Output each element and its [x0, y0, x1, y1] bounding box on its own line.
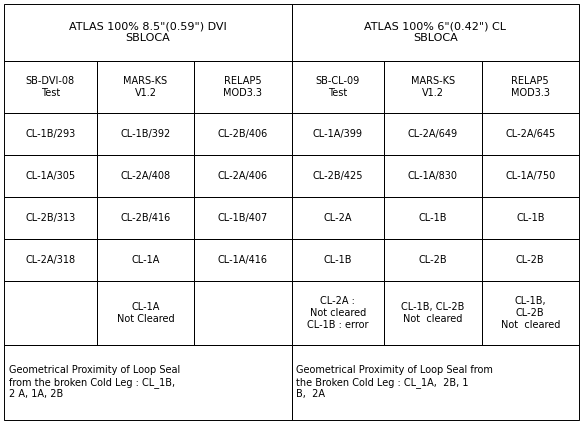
Bar [97, 155, 194, 197]
Bar [292, 155, 384, 197]
Text: Geometrical Proximity of Loop Seal from
the Broken Cold Leg : CL_1A,  2B, 1
B,  : Geometrical Proximity of Loop Seal from … [297, 365, 493, 399]
Bar [194, 155, 292, 197]
Text: CL-2A/649: CL-2A/649 [408, 128, 458, 139]
Text: CL-1B, CL-2B
Not  cleared: CL-1B, CL-2B Not cleared [401, 302, 465, 324]
Bar [4, 239, 97, 282]
Text: CL-2A/318: CL-2A/318 [25, 255, 75, 265]
Bar [292, 345, 579, 420]
Text: CL-2B: CL-2B [419, 255, 447, 265]
Bar [97, 61, 194, 112]
Bar [4, 4, 292, 61]
Text: CL-2B/406: CL-2B/406 [217, 128, 268, 139]
Bar [384, 197, 482, 239]
Bar [384, 282, 482, 345]
Text: CL-2A/408: CL-2A/408 [120, 171, 170, 181]
Text: SB-CL-09
Test: SB-CL-09 Test [316, 76, 360, 98]
Bar [292, 197, 384, 239]
Text: RELAP5
MOD3.3: RELAP5 MOD3.3 [223, 76, 262, 98]
Bar [384, 61, 482, 112]
Bar [194, 112, 292, 155]
Text: CL-1B/392: CL-1B/392 [120, 128, 171, 139]
Bar [4, 155, 97, 197]
Bar [482, 239, 579, 282]
Bar [482, 197, 579, 239]
Text: CL-1B: CL-1B [324, 255, 352, 265]
Text: CL-1A: CL-1A [131, 255, 160, 265]
Text: MARS-KS
V1.2: MARS-KS V1.2 [411, 76, 455, 98]
Text: CL-1A/399: CL-1A/399 [313, 128, 363, 139]
Bar [292, 61, 384, 112]
Text: CL-2A :
Not cleared
CL-1B : error: CL-2A : Not cleared CL-1B : error [307, 296, 368, 329]
Text: SB-DVI-08
Test: SB-DVI-08 Test [26, 76, 75, 98]
Text: ATLAS 100% 6"(0.42") CL
SBLOCA: ATLAS 100% 6"(0.42") CL SBLOCA [364, 22, 506, 43]
Bar [482, 61, 579, 112]
Text: CL-1B/293: CL-1B/293 [25, 128, 75, 139]
Text: CL-2B/425: CL-2B/425 [312, 171, 363, 181]
Text: CL-2B/416: CL-2B/416 [120, 213, 171, 223]
Bar [292, 112, 384, 155]
Text: CL-2B: CL-2B [516, 255, 545, 265]
Bar [97, 197, 194, 239]
Bar [4, 197, 97, 239]
Text: CL-1A/305: CL-1A/305 [25, 171, 75, 181]
Bar [97, 112, 194, 155]
Text: CL-2A/406: CL-2A/406 [217, 171, 268, 181]
Text: CL-1B,
CL-2B
Not  cleared: CL-1B, CL-2B Not cleared [501, 296, 560, 329]
Bar [384, 155, 482, 197]
Text: ATLAS 100% 8.5"(0.59") DVI
SBLOCA: ATLAS 100% 8.5"(0.59") DVI SBLOCA [69, 22, 227, 43]
Bar [194, 197, 292, 239]
Bar [4, 282, 97, 345]
Text: CL-1A
Not Cleared: CL-1A Not Cleared [117, 302, 174, 324]
Bar [194, 282, 292, 345]
Text: RELAP5
MOD3.3: RELAP5 MOD3.3 [511, 76, 550, 98]
Text: CL-1B/407: CL-1B/407 [217, 213, 268, 223]
Bar [482, 155, 579, 197]
Bar [4, 61, 97, 112]
Bar [292, 4, 579, 61]
Bar [97, 239, 194, 282]
Text: CL-2B/313: CL-2B/313 [25, 213, 75, 223]
Bar [292, 282, 384, 345]
Text: Geometrical Proximity of Loop Seal
from the broken Cold Leg : CL_1B,
2 A, 1A, 2B: Geometrical Proximity of Loop Seal from … [9, 365, 180, 399]
Bar [194, 239, 292, 282]
Bar [384, 112, 482, 155]
Bar [4, 112, 97, 155]
Text: CL-2A: CL-2A [324, 213, 352, 223]
Bar [97, 282, 194, 345]
Bar [482, 282, 579, 345]
Text: CL-1B: CL-1B [419, 213, 447, 223]
Bar [194, 61, 292, 112]
Bar [384, 239, 482, 282]
Bar [4, 345, 292, 420]
Text: CL-1A/416: CL-1A/416 [218, 255, 268, 265]
Text: CL-1B: CL-1B [516, 213, 545, 223]
Text: MARS-KS
V1.2: MARS-KS V1.2 [124, 76, 167, 98]
Bar [292, 239, 384, 282]
Text: CL-1A/750: CL-1A/750 [505, 171, 556, 181]
Text: CL-2A/645: CL-2A/645 [505, 128, 556, 139]
Bar [482, 112, 579, 155]
Text: CL-1A/830: CL-1A/830 [408, 171, 458, 181]
